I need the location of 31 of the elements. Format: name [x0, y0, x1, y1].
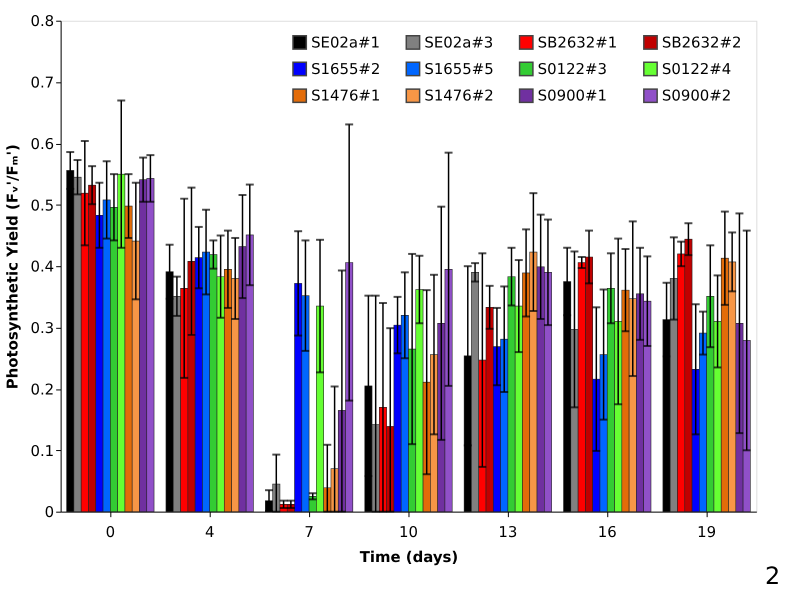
- legend-label: SE02a#3: [424, 33, 494, 52]
- y-tick-label: 0.1: [30, 442, 54, 460]
- legend-label: SB2632#1: [538, 33, 618, 52]
- y-tick-label: 0.3: [30, 319, 54, 338]
- x-tick-label: 19: [697, 523, 716, 542]
- y-axis-title: Photosynthetic Yield (Fᵥ'/Fₘ'): [4, 144, 22, 390]
- x-tick-label: 4: [204, 523, 214, 542]
- x-tick-label: 13: [498, 523, 518, 542]
- x-axis-title: Time (days): [360, 548, 458, 566]
- x-tick-label: 10: [399, 523, 418, 542]
- y-tick-label: 0: [44, 503, 54, 522]
- legend-label: S0900#2: [662, 86, 732, 105]
- y-tick-label: 0.7: [30, 74, 54, 92]
- text: 2: [765, 562, 780, 590]
- legend-label: S0122#4: [662, 60, 732, 78]
- legend-label: S1655#2: [311, 60, 380, 78]
- y-tick-label: 0.4: [30, 258, 54, 276]
- legend-label: S1655#5: [424, 60, 494, 78]
- legend-label: S0900#1: [538, 86, 607, 105]
- y-tick-label: 0.5: [30, 196, 54, 214]
- legend-label: S1476#1: [311, 86, 380, 105]
- y-tick-label: 0.2: [30, 380, 54, 398]
- y-tick-label: 0.8: [30, 12, 54, 30]
- x-tick-label: 7: [304, 523, 314, 542]
- y-tick-label: 0.6: [30, 134, 54, 153]
- legend-label: SE02a#1: [311, 33, 380, 52]
- legend-label: S0122#3: [538, 60, 607, 78]
- legend-label: S1476#2: [424, 86, 494, 105]
- legend-label: SB2632#2: [662, 33, 742, 52]
- x-tick-label: 16: [598, 523, 617, 542]
- x-tick-label: 0: [106, 523, 116, 542]
